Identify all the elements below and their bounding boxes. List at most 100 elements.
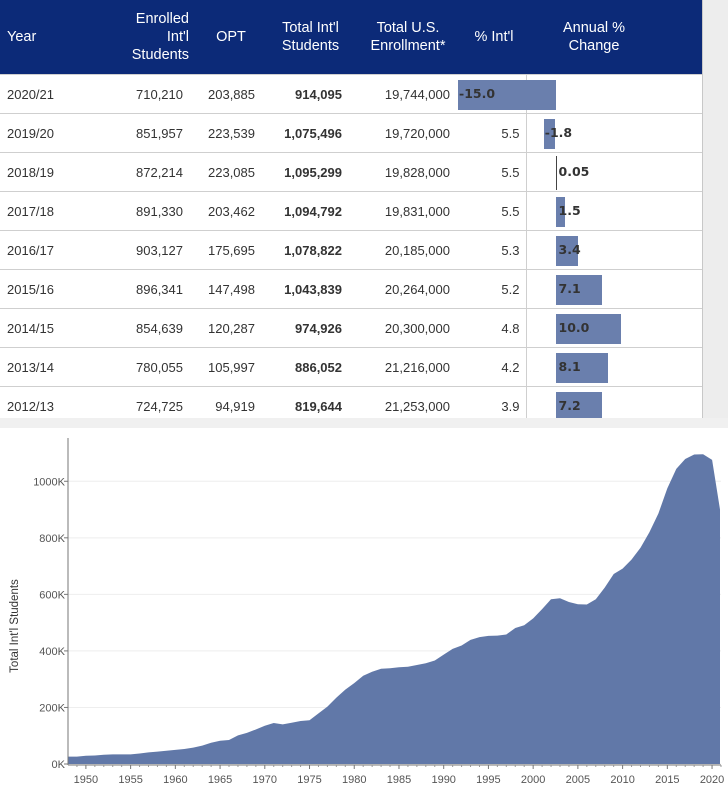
change-label: 8.1: [558, 359, 581, 374]
change-bar: [555, 275, 602, 305]
cell-annual-change: 1.5: [526, 191, 702, 231]
x-tick-label: 2010: [610, 774, 634, 786]
cell-total-intl: 1,078,822: [267, 230, 354, 270]
x-tick-label: 1995: [476, 774, 500, 786]
header-enrolled: Enrolled Int'l Students: [104, 0, 195, 75]
y-tick-label: 400K: [39, 646, 65, 658]
x-tick-label: 1975: [297, 774, 321, 786]
cell-opt: 203,885: [195, 74, 267, 114]
y-axis-title: Total Int'l Students: [9, 579, 21, 673]
cell-enrolled: 724,725: [104, 386, 195, 418]
header-annual-change-line-2: Change: [568, 38, 620, 54]
header-total-us-line-1: Total U.S.: [376, 20, 440, 36]
header-enrolled-line-1: Enrolled: [135, 11, 189, 27]
cell-total-us: 20,264,000: [354, 269, 462, 309]
cell-pct-intl: 5.3: [462, 230, 527, 270]
table-row: 2020/21710,210203,885914,09519,744,0004.…: [0, 74, 702, 114]
cell-year: 2014/15: [0, 308, 104, 348]
table-row: 2019/20 851,957 223,539 1,075,496 19,720,000…: [0, 113, 702, 153]
header-year: Year: [0, 0, 104, 75]
cell-year: 2017/18: [0, 191, 104, 231]
cell-total-intl: 1,094,792: [267, 191, 354, 231]
cell-enrolled: 891,330: [104, 191, 195, 231]
panel-divider: [0, 418, 728, 428]
area-series: [68, 454, 720, 764]
cell-year: 2012/13: [0, 386, 104, 418]
cell-total-intl: 914,095: [267, 74, 354, 114]
change-label: -1.8: [544, 125, 573, 140]
cell-enrolled: 780,055: [104, 347, 195, 387]
cell-pct-intl: 3.9: [462, 386, 527, 418]
x-tick-label: 1985: [387, 774, 411, 786]
change-label: 3.4: [558, 242, 581, 257]
y-tick-label: 0K: [52, 759, 66, 771]
cell-year: 2018/19: [0, 152, 104, 192]
cell-total-us: 21,253,000: [354, 386, 462, 418]
table-row: 2014/15 854,639 120,287 974,926 20,300,000 4.…: [0, 308, 702, 348]
x-tick-label: 1990: [431, 774, 455, 786]
cell-opt: 203,462: [195, 191, 267, 231]
cell-enrolled: 872,214: [104, 152, 195, 192]
cell-enrolled: 710,210: [104, 74, 195, 114]
change-bar: [555, 353, 609, 383]
header-total-intl-line-1: Total Int'l: [282, 20, 339, 36]
cell-opt: 147,498: [195, 269, 267, 309]
cell-enrolled: 854,639: [104, 308, 195, 348]
table-row: 2013/14 780,055 105,997 886,052 21,216,000 4.…: [0, 347, 702, 387]
cell-total-us: 19,720,000: [354, 113, 462, 153]
cell-year: 2020/21: [0, 74, 104, 114]
cell-annual-change: -15.0: [458, 74, 702, 114]
table-row: 2018/19 872,214 223,085 1,095,299 19,828,000…: [0, 152, 702, 192]
cell-opt: 94,919: [195, 386, 267, 418]
cell-annual-change: 7.2: [526, 386, 702, 418]
cell-opt: 223,539: [195, 113, 267, 153]
cell-pct-intl: 4.8: [462, 308, 527, 348]
y-tick-label: 200K: [39, 702, 65, 714]
header-total-intl-line-2: Students: [281, 38, 340, 54]
cell-annual-change: -1.8: [526, 113, 702, 153]
cell-enrolled: 851,957: [104, 113, 195, 153]
change-label: 0.05: [558, 164, 590, 179]
change-label: 10.0: [558, 320, 590, 335]
x-tick-label: 2020: [700, 774, 724, 786]
cell-total-intl: 1,095,299: [267, 152, 354, 192]
header-enrolled-line-3: Students: [131, 47, 189, 63]
cell-total-us: 20,185,000: [354, 230, 462, 270]
cell-total-us: 21,216,000: [354, 347, 462, 387]
y-tick-label: 1000K: [33, 476, 65, 488]
cell-total-intl: 886,052: [267, 347, 354, 387]
table-scrollbar[interactable]: [703, 0, 728, 418]
table-row: 2015/16 896,341 147,498 1,043,839 20,264,000…: [0, 269, 702, 309]
y-tick-label: 800K: [39, 533, 65, 545]
cell-total-intl: 1,043,839: [267, 269, 354, 309]
cell-annual-change: 3.4: [526, 230, 702, 270]
header-total-intl: Total Int'l Students: [267, 0, 354, 75]
change-bar: [555, 236, 578, 266]
x-tick-label: 1950: [74, 774, 98, 786]
change-label: 1.5: [558, 203, 581, 218]
change-label: -15.0: [459, 86, 496, 101]
x-tick-label: 1965: [208, 774, 232, 786]
table-row: 2016/17 903,127 175,695 1,078,822 20,185,000…: [0, 230, 702, 270]
header-total-us: Total U.S. Enrollment*: [354, 0, 462, 75]
cell-opt: 223,085: [195, 152, 267, 192]
intl-students-area-chart: 0K 200K 400K 600K 800K 1000K 1950 1955 1960 1965 1…: [9, 438, 724, 786]
cell-pct-intl: 4.2: [462, 347, 527, 387]
header-annual-change: Annual % Change: [526, 0, 702, 75]
change-bar: [555, 314, 621, 344]
cell-annual-change: 7.1: [526, 269, 702, 309]
cell-total-intl: 819,644: [267, 386, 354, 418]
cell-total-us: 19,828,000: [354, 152, 462, 192]
y-tick-label: 600K: [39, 589, 65, 601]
cell-total-us: 19,744,000: [354, 74, 462, 114]
cell-annual-change: 10.0: [526, 308, 702, 348]
cell-annual-change: 0.05: [526, 152, 702, 192]
change-zero-line: [555, 156, 557, 190]
cell-total-us: 20,300,000: [354, 308, 462, 348]
cell-year: 2013/14: [0, 347, 104, 387]
cell-opt: 105,997: [195, 347, 267, 387]
header-annual-change-line-1: Annual %: [562, 20, 626, 36]
x-tick-label: 2005: [566, 774, 590, 786]
cell-year: 2015/16: [0, 269, 104, 309]
